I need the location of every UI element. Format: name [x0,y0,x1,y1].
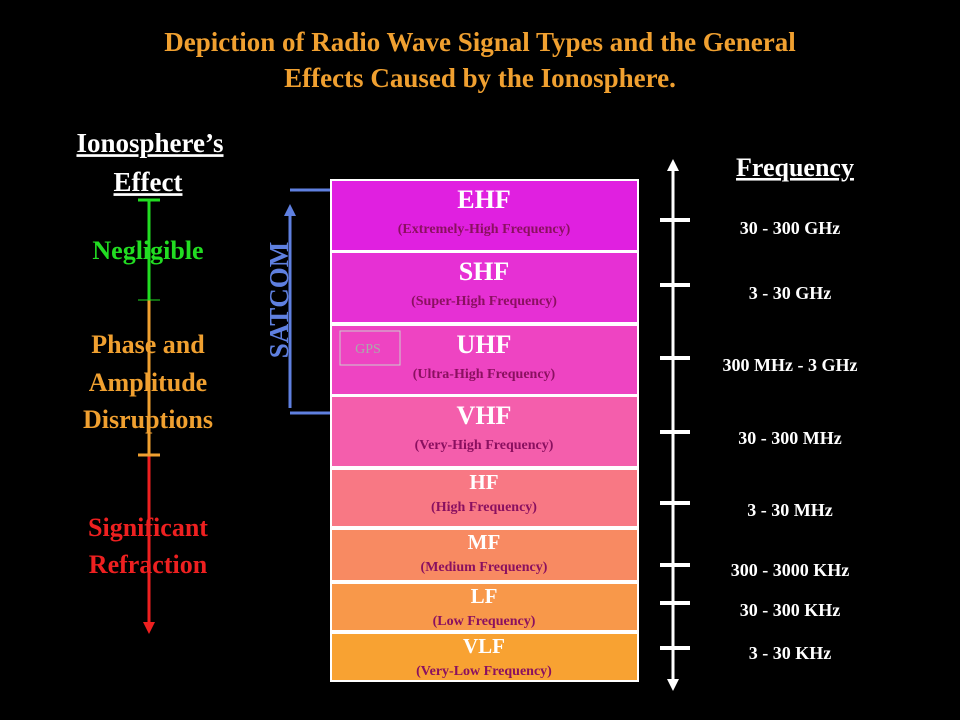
title-line: Effects Caused by the Ionosphere. [284,63,676,93]
title-line: Depiction of Radio Wave Signal Types and… [164,27,796,57]
band-name: LF [471,584,498,608]
band-full-name: (Low Frequency) [433,614,536,629]
band-name: MF [468,530,501,554]
frequency-label: 3 - 30 GHz [749,283,832,303]
frequency-label: 3 - 30 KHz [749,643,832,663]
frequency-label: 30 - 300 GHz [740,218,841,238]
frequency-label: 30 - 300 MHz [738,428,841,448]
effect-label: Refraction [89,550,208,579]
band-full-name: (Ultra-High Frequency) [413,367,556,382]
band-name: UHF [457,330,512,359]
frequency-label: 300 - 3000 KHz [731,560,850,580]
band-full-name: (Medium Frequency) [421,560,548,575]
band [332,397,637,466]
gps-label: GPS [355,342,381,357]
effect-header: Ionosphere’s [76,128,223,158]
band-name: VHF [457,401,512,430]
gps-box [339,330,401,366]
frequency-label: 300 MHz - 3 GHz [723,355,858,375]
band [332,584,637,630]
band [332,253,637,322]
effect-label: Disruptions [83,405,213,434]
effect-label: Significant [88,513,208,542]
frequency-header: Frequency [736,153,854,182]
effect-label: Phase and [91,330,205,359]
effect-header: Effect [114,167,183,197]
band-full-name: (Very-Low Frequency) [416,664,552,679]
band [332,530,637,580]
frequency-label: 3 - 30 MHz [747,500,832,520]
band [332,326,637,394]
satcom-label: SATCOM [264,242,294,359]
band [332,634,637,680]
band [332,181,637,250]
band-name: EHF [457,185,510,214]
band-name: HF [469,470,498,494]
band-full-name: (Very-High Frequency) [415,438,554,453]
band [332,470,637,526]
effect-label: Amplitude [89,368,207,397]
band-full-name: (High Frequency) [431,500,537,515]
band-stack [330,179,639,682]
effect-label: Negligible [92,236,203,265]
frequency-label: 30 - 300 KHz [740,600,841,620]
band-full-name: (Extremely-High Frequency) [398,222,571,237]
band-full-name: (Super-High Frequency) [411,294,557,309]
band-name: SHF [459,257,510,286]
band-name: VLF [463,634,505,658]
